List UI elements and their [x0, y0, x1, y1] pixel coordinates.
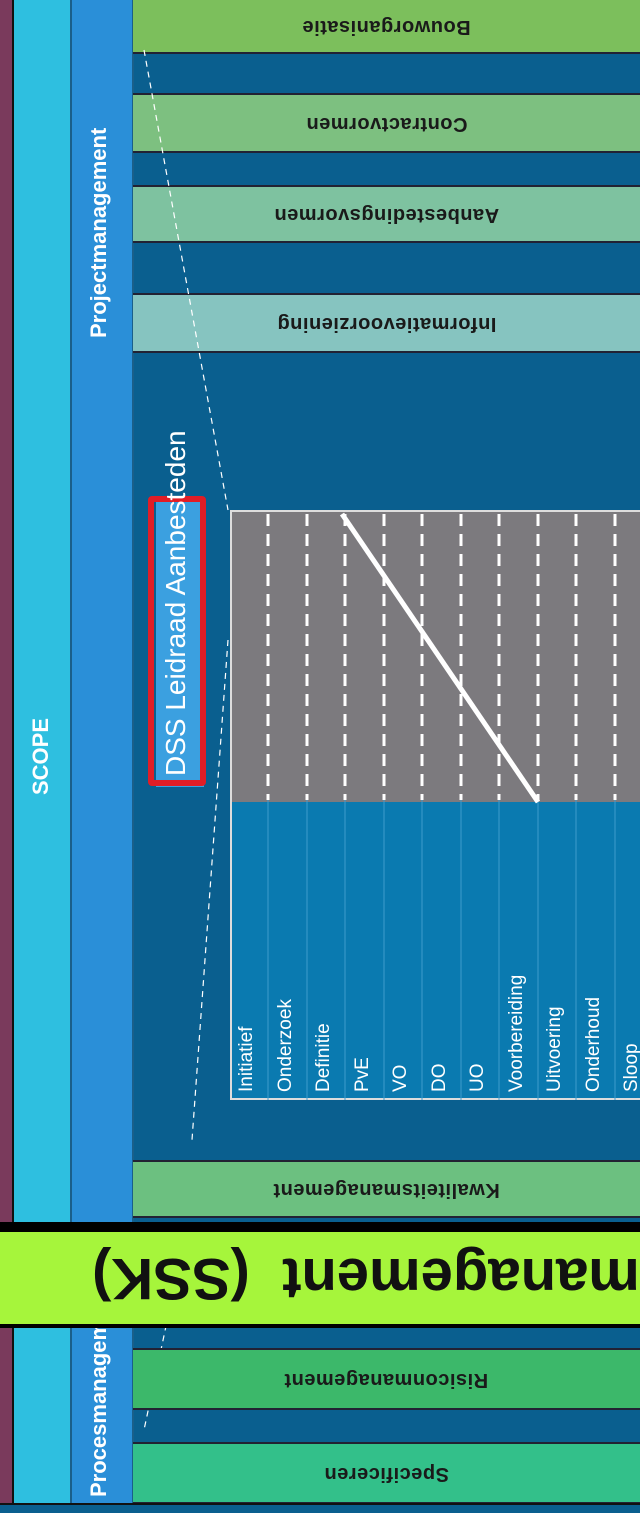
phase-label-onderzoek: Onderzoek	[274, 999, 296, 1092]
phase-label-voorbereiding: Voorbereiding	[505, 974, 527, 1092]
phase-label-onderhoud: Onderhoud	[582, 996, 604, 1092]
phase-label-uitvoering: Uitvoering	[544, 1006, 565, 1092]
projectmanagement-label: Projectmanagement	[86, 127, 111, 338]
bar-contractvormen: Contractvormen	[133, 93, 640, 153]
left-frame	[0, 0, 14, 1513]
phase-grid-lines	[266, 512, 617, 1100]
phase-label-vo: VO	[390, 1064, 411, 1092]
scope-label: SCOPE	[28, 717, 53, 795]
dss-box	[156, 502, 204, 787]
ssk-banner: management (SSK)	[0, 1228, 640, 1328]
banner-text: management (SSK)	[92, 1245, 640, 1311]
phase-table	[230, 800, 640, 1100]
bottom-frame	[0, 1503, 640, 1513]
bar-informatievoorziening: Informatievoorziening	[133, 293, 640, 353]
bar-specificeren: Specificeren	[133, 1442, 640, 1504]
phase-label-pve: PvE	[351, 1057, 373, 1092]
phase-timeline	[230, 510, 640, 802]
phase-label-initiatief: Initiatief	[236, 1026, 257, 1092]
phase-label-definitie: Definitie	[313, 1023, 334, 1092]
dss-highlight-frame	[148, 496, 206, 786]
phase-label-uo: UO	[467, 1063, 488, 1093]
bar-bouworganisatie: Bouworganisatie	[133, 0, 640, 54]
phase-label-sloop: Sloop	[621, 1043, 640, 1092]
bar-aanbestedingsvormen: Aanbestedingsvormen	[133, 185, 640, 243]
bar-risiconmanagement: Risiconmanagement	[133, 1348, 640, 1410]
dss-title: DSS Leidraad Aanbesteden	[160, 430, 191, 776]
phase-label-do: DO	[428, 1063, 450, 1093]
bar-kwaliteitsmanagement: Kwaliteitsmanagement	[133, 1160, 640, 1218]
